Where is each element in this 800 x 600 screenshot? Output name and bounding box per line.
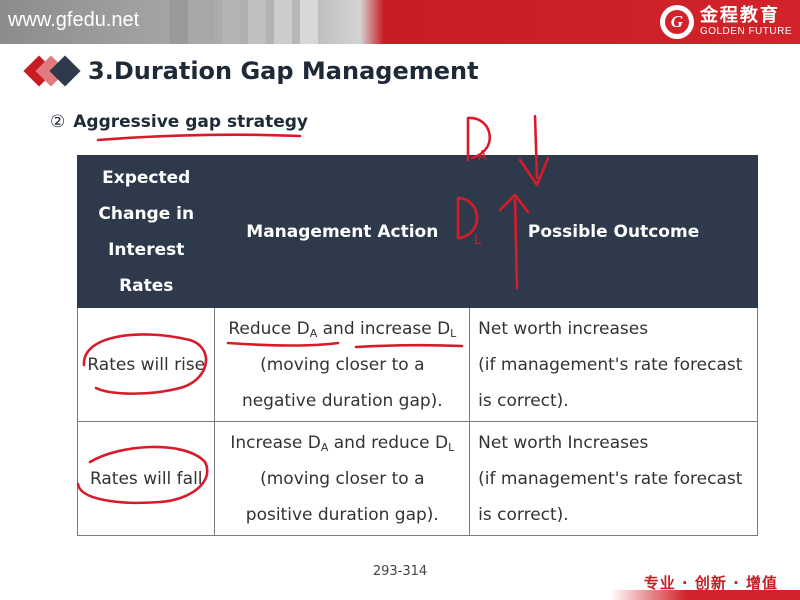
outcome-cell: Net worth Increases (if management's rat… bbox=[469, 421, 758, 536]
slide-subtitle: ② Aggressive gap strategy bbox=[50, 112, 308, 132]
table-row: Rates will fall Increase DA and reduce D… bbox=[76, 421, 758, 536]
site-url[interactable]: www.gfedu.net bbox=[8, 9, 140, 31]
slide-title: 3.Duration Gap Management bbox=[88, 57, 479, 85]
header-management-action: Management Action bbox=[214, 155, 471, 308]
action-cell: Increase DA and reduce DL (moving closer… bbox=[214, 421, 471, 536]
circled-number: ② bbox=[50, 112, 66, 132]
table-header-row: Expected Change in Interest Rates Manage… bbox=[76, 155, 758, 308]
brand-name-cn: 金程教育 bbox=[699, 5, 780, 26]
table-row: Rates will rise Reduce DA and increase D… bbox=[76, 307, 758, 422]
footer-stripe bbox=[610, 590, 800, 600]
da-letter-icon bbox=[466, 116, 491, 162]
header-bar: www.gfedu.net G 金程教育 GOLDEN FUTURE bbox=[0, 0, 800, 44]
slogan: 专业 · 创新 · 增值 bbox=[643, 574, 778, 592]
brand-name-en: GOLDEN FUTURE bbox=[699, 26, 792, 37]
subtitle-underline bbox=[96, 133, 302, 142]
header-expected-change: Expected Change in Interest Rates bbox=[76, 155, 216, 308]
action-cell: Reduce DA and increase DL (moving closer… bbox=[214, 307, 471, 422]
diamond-bullet-icon bbox=[22, 54, 82, 88]
slide-title-row: 3.Duration Gap Management bbox=[22, 54, 479, 88]
golden-future-logo-icon: G bbox=[659, 5, 694, 39]
brand: G 金程教育 GOLDEN FUTURE bbox=[659, 5, 792, 39]
expectation-cell: Rates will fall bbox=[76, 421, 216, 536]
expectation-cell: Rates will rise bbox=[76, 307, 216, 422]
gap-strategy-table: Expected Change in Interest Rates Manage… bbox=[76, 155, 758, 536]
subtitle-text: Aggressive gap strategy bbox=[73, 112, 308, 132]
header-stripes bbox=[170, 0, 330, 44]
outcome-cell: Net worth increases (if management's rat… bbox=[469, 307, 758, 422]
page-range: 293-314 bbox=[372, 564, 428, 579]
header-possible-outcome: Possible Outcome bbox=[469, 155, 758, 308]
